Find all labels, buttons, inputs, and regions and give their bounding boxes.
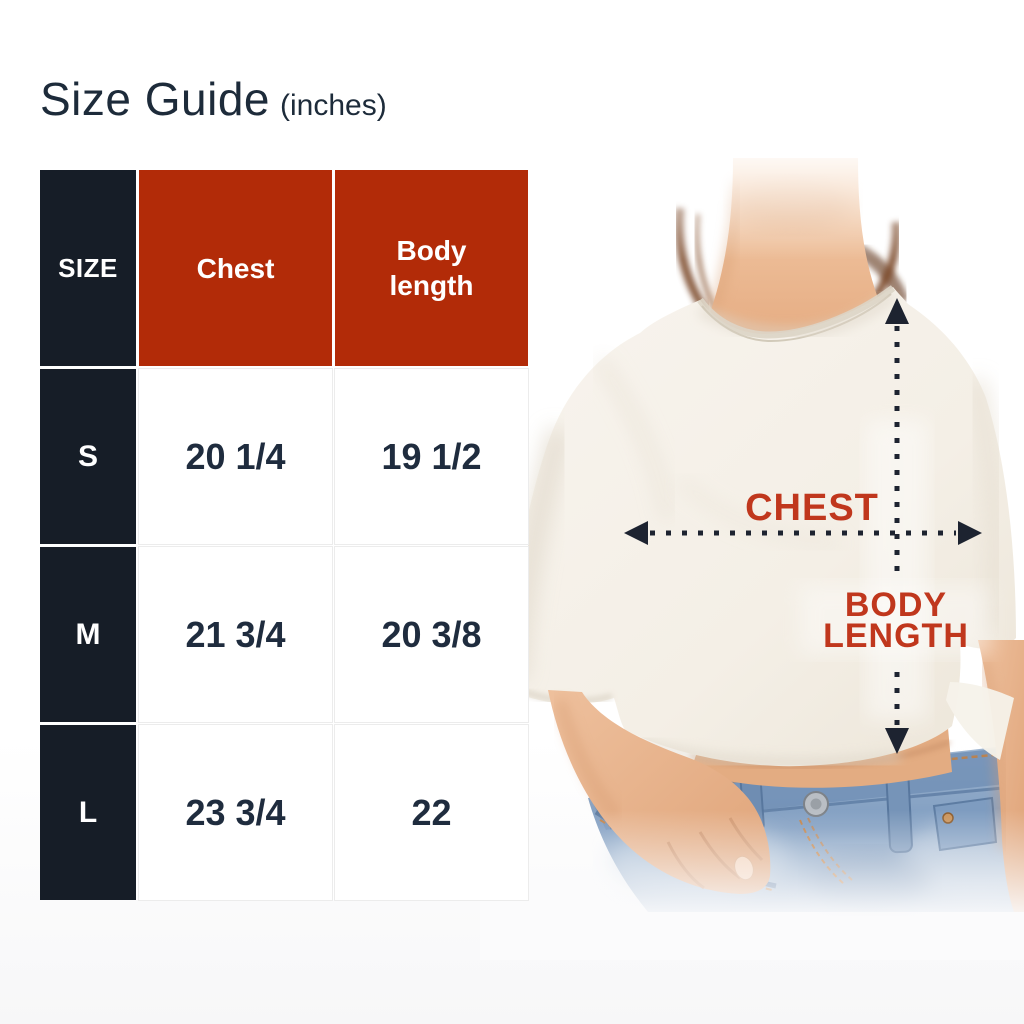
hair-strands xyxy=(674,207,909,320)
page-title: Size Guide (inches) xyxy=(40,72,387,126)
pocket-stitching xyxy=(594,809,777,889)
size-table: SIZE Chest Body length S 20 1/4 19 1/2 M… xyxy=(40,170,528,900)
row-size-s: S xyxy=(40,369,136,544)
collar-rim xyxy=(697,285,896,339)
right-arm xyxy=(946,640,1024,912)
jeans-waistband xyxy=(590,746,1024,830)
body-length-value-m: 20 3/8 xyxy=(335,547,528,722)
chest-value-l: 23 3/4 xyxy=(139,725,332,900)
row-size-m: M xyxy=(40,547,136,722)
table-corner-header: SIZE xyxy=(40,170,136,366)
body-length-value-s: 19 1/2 xyxy=(335,369,528,544)
left-hand xyxy=(548,690,771,894)
title-unit: (inches) xyxy=(280,89,387,122)
column-header-body-length-label: Body length xyxy=(389,235,474,301)
chest-measure-label: CHEST xyxy=(745,487,879,529)
head-fade xyxy=(580,0,1020,260)
title-text: Size Guide xyxy=(40,73,271,125)
chest-value-m: 21 3/4 xyxy=(139,547,332,722)
column-header-body-length: Body length xyxy=(335,170,528,366)
column-header-chest: Chest xyxy=(139,170,332,366)
belt-loop xyxy=(739,771,765,833)
chest-value-s: 20 1/4 xyxy=(139,369,332,544)
jeans-button xyxy=(803,791,829,817)
neck xyxy=(704,158,888,345)
jeans xyxy=(588,744,1024,912)
belt-loop xyxy=(885,762,913,854)
body-length-measure-label: BODY LENGTH xyxy=(776,586,1016,655)
column-header-chest-label: Chest xyxy=(196,252,275,284)
body-length-line1: BODY xyxy=(844,586,948,624)
fingernail xyxy=(734,855,754,881)
row-size-l: L xyxy=(40,725,136,900)
body-length-line2: LENGTH xyxy=(823,617,969,655)
body-length-value-l: 22 xyxy=(335,725,528,900)
coin-pocket xyxy=(932,796,998,852)
fly-stitching xyxy=(799,819,845,885)
shirt-drape xyxy=(946,682,1014,760)
midriff xyxy=(690,728,952,788)
bottom-fade xyxy=(480,810,1024,960)
